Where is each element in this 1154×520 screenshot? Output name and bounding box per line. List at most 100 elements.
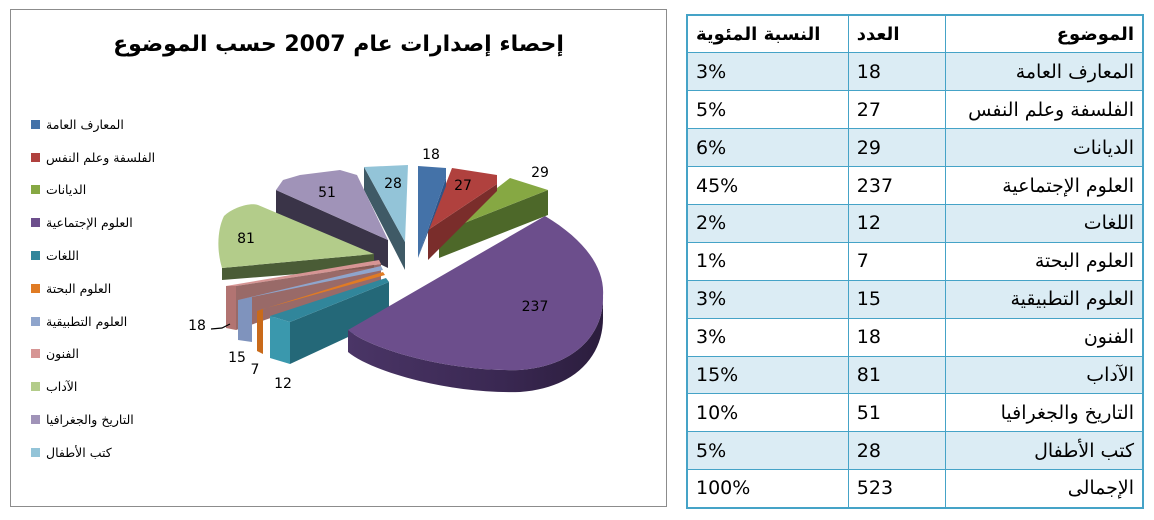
legend-swatch-icon	[31, 185, 40, 195]
cell-percent: 5%	[686, 90, 849, 130]
legend-label: الآداب	[46, 379, 78, 395]
cell-topic: الإجمالى	[945, 469, 1144, 509]
table-row: اللغات 12 2%	[686, 203, 1144, 243]
slice-children	[364, 165, 408, 270]
cell-percent: 6%	[686, 128, 849, 168]
legend-swatch-icon	[31, 382, 40, 392]
legend-swatch-icon	[31, 349, 40, 359]
header-count: العدد	[847, 14, 947, 54]
cell-topic: العلوم الإجتماعية	[945, 166, 1144, 205]
legend-item: العلوم البحتة	[31, 272, 191, 305]
legend-swatch-icon	[31, 316, 40, 326]
cell-percent: 3%	[686, 52, 849, 92]
legend-swatch-icon	[31, 283, 40, 293]
cell-topic: الفنون	[945, 317, 1144, 357]
cell-topic: المعارف العامة	[945, 52, 1144, 92]
cell-percent: 45%	[686, 166, 849, 205]
cell-topic: الفلسفة وعلم النفس	[945, 90, 1144, 130]
cell-count: 81	[847, 355, 947, 395]
slice-social	[348, 216, 604, 393]
data-label: 18	[422, 147, 440, 163]
legend-label: كتب الأطفال	[46, 444, 112, 460]
slice-literature	[218, 204, 374, 280]
table-row: الفنون 18 3%	[686, 317, 1144, 357]
cell-percent: 15%	[686, 355, 849, 395]
legend-swatch-icon	[31, 447, 40, 457]
legend-swatch-icon	[31, 119, 40, 129]
cell-topic: العلوم البحتة	[945, 241, 1144, 281]
legend-label: الفنون	[46, 346, 80, 362]
table-row: الفلسفة وعلم النفس 27 5%	[686, 90, 1144, 130]
table-header-row: الموضوع العدد النسبة المئوية	[686, 14, 1144, 54]
legend-item: الفنون	[31, 338, 191, 371]
cell-count: 523	[847, 469, 947, 509]
chart-title: إحصاء إصدارات عام 2007 حسب الموضوع	[113, 32, 564, 57]
data-label: 7	[251, 362, 260, 378]
legend-swatch-icon	[31, 218, 40, 228]
legend-item: كتب الأطفال	[31, 436, 191, 469]
slice-arts	[226, 260, 381, 330]
table-row: الآداب 81 15%	[686, 355, 1144, 395]
legend-item: التاريخ والجغرافيا	[31, 403, 191, 436]
leader-line	[210, 323, 231, 330]
statistics-table: الموضوع العدد النسبة المئوية المعارف الع…	[686, 14, 1144, 509]
legend-label: العلوم التطبيقية	[46, 313, 128, 329]
cell-percent: 10%	[686, 393, 849, 433]
legend-label: العلوم الإجتماعية	[46, 215, 133, 231]
cell-count: 7	[847, 241, 947, 281]
cell-count: 18	[847, 52, 947, 92]
data-label: 12	[274, 376, 292, 392]
cell-percent: 3%	[686, 279, 849, 319]
legend-label: الفلسفة وعلم النفس	[46, 149, 156, 165]
data-label: 27	[454, 178, 472, 194]
header-percent: النسبة المئوية	[686, 14, 849, 54]
cell-topic: كتب الأطفال	[945, 431, 1144, 471]
cell-topic: الديانات	[945, 128, 1144, 168]
data-label: 15	[228, 350, 246, 366]
legend-label: الديانات	[46, 182, 87, 198]
legend-item: العلوم الإجتماعية	[31, 206, 191, 239]
header-topic: الموضوع	[945, 14, 1144, 54]
legend-label: المعارف العامة	[46, 116, 124, 132]
table-row: العلوم البحتة 7 1%	[686, 241, 1144, 281]
data-label: 81	[237, 231, 255, 247]
cell-count: 29	[847, 128, 947, 168]
legend-item: الديانات	[31, 174, 191, 207]
cell-count: 28	[847, 431, 947, 471]
legend-swatch-icon	[31, 251, 40, 261]
cell-count: 12	[847, 203, 947, 243]
legend-item: العلوم التطبيقية	[31, 305, 191, 338]
legend-item: المعارف العامة	[31, 108, 191, 141]
cell-topic: الآداب	[945, 355, 1144, 395]
data-label: 237	[522, 299, 549, 315]
legend-item: الفلسفة وعلم النفس	[31, 141, 191, 174]
table-row: كتب الأطفال 28 5%	[686, 431, 1144, 471]
slice-philosophy	[428, 168, 497, 260]
legend-label: العلوم البحتة	[46, 280, 112, 296]
legend-swatch-icon	[31, 152, 40, 162]
cell-count: 15	[847, 279, 947, 319]
data-label: 51	[318, 185, 336, 201]
table-total-row: الإجمالى 523 100%	[686, 469, 1144, 509]
legend-item: اللغات	[31, 239, 191, 272]
data-label: 18	[188, 318, 206, 334]
slice-languages	[270, 278, 389, 364]
cell-percent: 2%	[686, 203, 849, 243]
data-label: 28	[384, 176, 402, 192]
table-row: العلوم التطبيقية 15 3%	[686, 279, 1144, 319]
cell-count: 27	[847, 90, 947, 130]
table-row: المعارف العامة 18 3%	[686, 52, 1144, 92]
cell-percent: 3%	[686, 317, 849, 357]
slice-pure	[257, 272, 385, 354]
cell-percent: 5%	[686, 431, 849, 471]
legend-label: اللغات	[46, 248, 80, 264]
cell-count: 237	[847, 166, 947, 205]
legend-label: التاريخ والجغرافيا	[46, 412, 134, 428]
pie-chart: 18 27 29 237 12 7 15 18 81 51 28	[188, 147, 604, 393]
data-label: 29	[531, 165, 549, 181]
chart-legend: المعارف العامة الفلسفة وعلم النفس الديان…	[31, 108, 191, 469]
table-row: العلوم الإجتماعية 237 45%	[686, 166, 1144, 205]
cell-topic: العلوم التطبيقية	[945, 279, 1144, 319]
legend-item: الآداب	[31, 370, 191, 403]
table-row: الديانات 29 6%	[686, 128, 1144, 168]
